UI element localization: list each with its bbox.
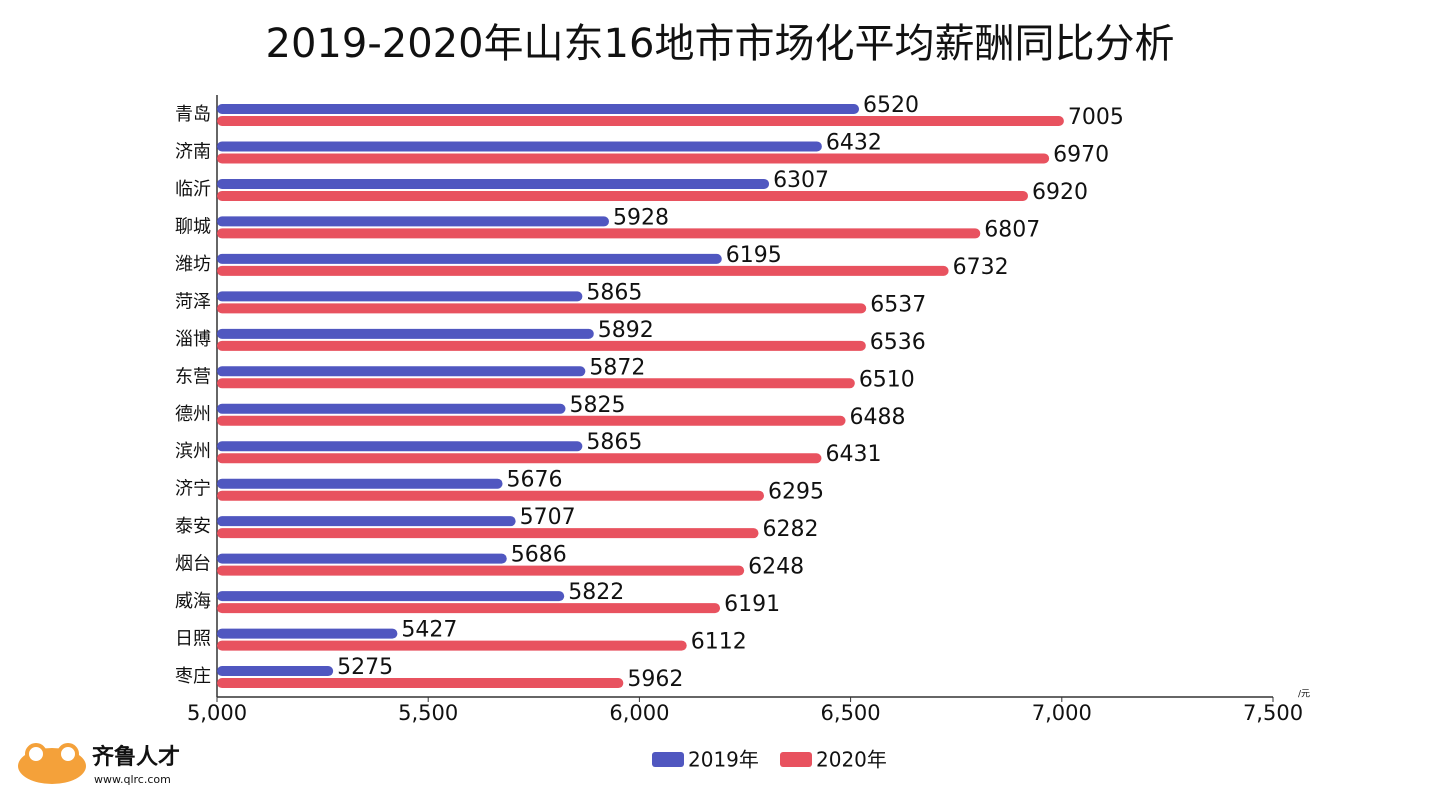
bar — [217, 253, 722, 264]
bar — [217, 340, 866, 351]
y-tick-label: 潍坊 — [175, 254, 211, 275]
y-tick-label: 聊城 — [175, 216, 211, 237]
data-label: 6537 — [870, 292, 926, 317]
bar — [217, 291, 583, 302]
x-tick-label: 6,500 — [821, 701, 881, 725]
y-tick-label: 滨州 — [175, 441, 211, 462]
data-label: 6732 — [953, 255, 1009, 280]
bar — [217, 190, 1029, 201]
data-label: 6920 — [1032, 180, 1088, 205]
bar — [217, 603, 721, 614]
bar — [217, 104, 860, 114]
data-label: 6112 — [691, 630, 747, 655]
logo: 齐鲁人才 www.qlrc.com — [18, 743, 180, 786]
data-label: 6248 — [748, 555, 804, 580]
bar — [217, 441, 583, 452]
data-label: 5865 — [586, 280, 642, 305]
bar — [217, 640, 687, 651]
data-label: 5822 — [568, 580, 624, 605]
data-label: 5928 — [613, 205, 669, 230]
data-label: 5686 — [511, 543, 567, 568]
bar — [217, 141, 822, 152]
data-label: 6807 — [984, 217, 1040, 242]
data-label: 6295 — [768, 480, 824, 505]
data-label: 5962 — [627, 667, 683, 692]
legend-swatch — [780, 752, 812, 767]
bar — [217, 666, 334, 677]
bar — [217, 366, 586, 377]
x-tick-label: 6,000 — [609, 701, 669, 725]
y-tick-label: 东营 — [175, 366, 211, 387]
bar — [217, 116, 1064, 126]
bar — [217, 678, 624, 689]
bar — [217, 553, 507, 564]
y-tick-label: 枣庄 — [175, 666, 211, 687]
bar — [217, 490, 765, 501]
x-tick-label: 5,000 — [187, 701, 247, 725]
x-tick-label: 5,500 — [398, 701, 458, 725]
data-label: 5676 — [507, 468, 563, 493]
bar — [217, 216, 609, 227]
data-label: 6282 — [763, 517, 819, 542]
y-tick-label: 菏泽 — [175, 291, 211, 312]
bar — [217, 628, 398, 639]
legend-swatch — [652, 752, 684, 767]
bar — [217, 265, 949, 276]
bar — [217, 528, 759, 539]
y-tick-label: 青岛 — [175, 104, 211, 125]
bar — [217, 228, 981, 239]
data-label: 7005 — [1068, 105, 1124, 130]
data-label: 6510 — [859, 367, 915, 392]
bar — [217, 403, 566, 414]
data-label: 5872 — [589, 355, 645, 380]
data-label: 5892 — [598, 318, 654, 343]
bar — [217, 328, 594, 339]
data-label: 6307 — [773, 168, 829, 193]
y-tick-label: 泰安 — [175, 516, 211, 537]
y-tick-label: 济宁 — [175, 479, 211, 500]
legend-label: 2019年 — [688, 748, 759, 772]
y-tick-label: 日照 — [175, 629, 211, 650]
bar — [217, 478, 503, 489]
y-tick-label: 临沂 — [175, 179, 211, 200]
bar — [217, 516, 516, 527]
bar — [217, 153, 1050, 164]
legend-label: 2020年 — [816, 748, 887, 772]
data-label: 5275 — [337, 655, 393, 680]
y-tick-label: 威海 — [175, 591, 211, 612]
y-tick-label: 德州 — [175, 404, 211, 425]
logo-url: www.qlrc.com — [94, 773, 171, 786]
x-unit: /元 — [1298, 690, 1310, 700]
chart-title: 2019-2020年山东16地市市场化平均薪酬同比分析 — [266, 21, 1175, 67]
logo-eye — [57, 743, 79, 765]
logo-eye — [25, 743, 47, 765]
y-tick-label: 淄博 — [175, 329, 211, 350]
bar — [217, 378, 855, 389]
bar — [217, 178, 770, 189]
data-label: 6195 — [726, 243, 782, 268]
bar — [217, 453, 822, 464]
data-label: 5707 — [520, 505, 576, 530]
bar — [217, 303, 867, 314]
data-label: 6191 — [724, 592, 780, 617]
x-tick-label: 7,000 — [1032, 701, 1092, 725]
bar — [217, 591, 565, 602]
data-label: 6536 — [870, 330, 926, 355]
data-label: 5825 — [569, 393, 625, 418]
data-label: 6431 — [825, 442, 881, 467]
logo-text: 齐鲁人才 — [92, 744, 180, 770]
data-label: 5865 — [586, 430, 642, 455]
data-label: 6488 — [850, 405, 906, 430]
x-tick-label: 7,500 — [1243, 701, 1303, 725]
data-label: 6970 — [1053, 142, 1109, 167]
data-label: 5427 — [401, 618, 457, 643]
bar — [217, 565, 745, 576]
data-label: 6432 — [826, 130, 882, 155]
data-label: 6520 — [863, 93, 919, 118]
bar — [217, 415, 846, 426]
y-tick-label: 烟台 — [175, 554, 211, 575]
y-tick-label: 济南 — [175, 141, 211, 162]
